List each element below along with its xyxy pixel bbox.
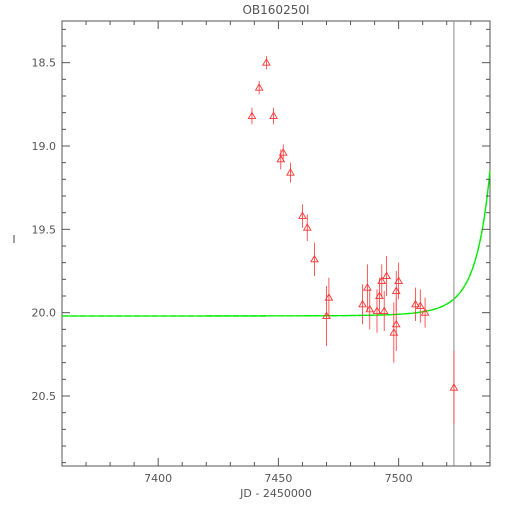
point-marker <box>254 83 264 91</box>
x-tick-label: 7500 <box>385 472 413 485</box>
data-point <box>286 162 295 183</box>
data-point <box>382 256 391 296</box>
x-tick-label: 7400 <box>144 472 172 485</box>
y-tick-label: 18.5 <box>32 57 57 70</box>
data-point <box>415 289 425 323</box>
data-point <box>269 107 278 125</box>
point-marker <box>261 58 271 66</box>
axis-ticks: 7400 7450 7500 18.5 19.0 19.5 20.0 20.5 <box>32 21 490 485</box>
y-tick-label: 19.0 <box>32 140 57 153</box>
model-curve-solid <box>62 170 491 317</box>
data-point <box>261 56 271 70</box>
y-axis-label: I <box>12 233 15 246</box>
point-marker <box>391 319 401 328</box>
data-point <box>247 107 257 125</box>
point-marker <box>382 271 391 279</box>
point-marker <box>362 283 372 291</box>
point-marker <box>415 301 425 309</box>
data-point <box>302 214 312 241</box>
point-marker <box>322 311 331 319</box>
plot-frame <box>61 20 491 467</box>
point-marker <box>302 223 312 231</box>
y-tick-label: 19.5 <box>32 223 57 236</box>
data-point <box>362 264 372 311</box>
point-marker <box>372 306 382 314</box>
point-marker <box>310 254 319 263</box>
data-point <box>358 284 367 325</box>
data-point <box>322 286 331 346</box>
y-tick-label: 20.0 <box>32 307 57 320</box>
x-axis-label: JD - 2450000 <box>239 487 312 500</box>
data-point <box>365 289 375 330</box>
point-marker <box>358 299 367 308</box>
point-marker <box>269 111 278 119</box>
data-points <box>247 56 459 425</box>
point-marker <box>411 299 420 308</box>
y-tick-label: 20.5 <box>32 390 57 403</box>
point-marker <box>375 291 384 299</box>
point-marker <box>391 286 401 294</box>
point-marker <box>247 111 257 119</box>
point-marker <box>420 308 430 316</box>
point-marker <box>298 211 307 219</box>
point-marker <box>365 304 375 313</box>
data-point <box>420 297 430 328</box>
data-point <box>278 144 288 161</box>
x-tick-label: 7450 <box>264 472 292 485</box>
data-point <box>411 287 420 321</box>
point-marker <box>276 154 286 163</box>
data-point <box>324 277 334 318</box>
data-point <box>389 302 399 363</box>
data-point <box>391 271 401 311</box>
point-marker <box>379 306 389 314</box>
data-point <box>298 204 307 228</box>
model-curves <box>62 170 491 317</box>
model-curve-dashed <box>62 170 491 317</box>
point-marker <box>278 148 288 156</box>
point-marker <box>377 276 387 284</box>
data-point <box>449 351 459 425</box>
data-point <box>379 291 389 331</box>
point-marker <box>286 168 295 176</box>
point-marker <box>449 383 459 391</box>
data-point <box>310 242 319 276</box>
data-point <box>377 264 387 298</box>
point-marker <box>324 293 334 301</box>
data-point <box>254 81 264 95</box>
chart-title: OB160250I <box>242 3 309 17</box>
point-marker <box>394 276 404 284</box>
point-marker <box>389 328 399 336</box>
data-point <box>394 262 404 300</box>
